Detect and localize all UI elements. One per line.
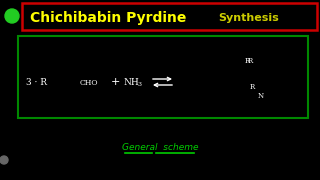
Text: 3 · R: 3 · R [26,78,47,87]
Text: R: R [247,57,252,65]
Text: NH: NH [124,78,140,87]
Text: +: + [110,77,120,87]
Text: R: R [249,83,255,91]
Text: R: R [244,57,250,65]
Text: CHO: CHO [80,79,99,87]
Text: 3: 3 [137,82,141,87]
Bar [18,36,308,118]
Circle shape [5,9,19,23]
Bar [22,3,317,30]
Text: Chichibabin Pyrdine: Chichibabin Pyrdine [30,11,186,25]
Text: Synthesis: Synthesis [218,13,279,23]
Text: N: N [258,92,264,100]
Text: General  scheme: General scheme [122,143,198,152]
Circle shape [0,156,8,164]
